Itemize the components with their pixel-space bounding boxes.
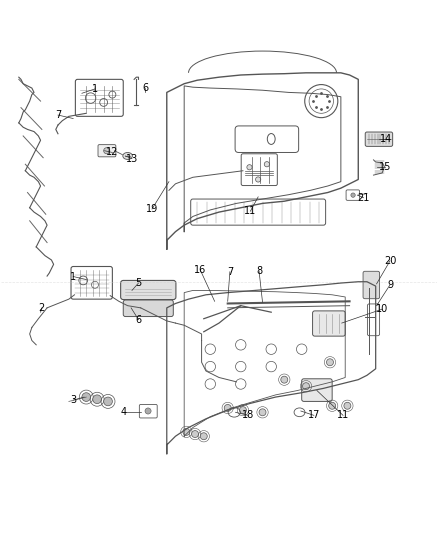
Text: 11: 11 <box>244 206 257 216</box>
Circle shape <box>145 408 151 414</box>
Text: 13: 13 <box>126 154 138 164</box>
Text: 1: 1 <box>92 84 98 94</box>
FancyBboxPatch shape <box>302 379 332 401</box>
Ellipse shape <box>123 152 132 159</box>
FancyBboxPatch shape <box>71 266 113 299</box>
Circle shape <box>224 405 231 411</box>
FancyBboxPatch shape <box>363 271 380 298</box>
Text: 8: 8 <box>256 266 262 276</box>
Text: 15: 15 <box>379 162 392 172</box>
Circle shape <box>259 409 266 416</box>
Text: 3: 3 <box>70 395 76 405</box>
Text: 10: 10 <box>376 304 389 314</box>
FancyBboxPatch shape <box>139 405 157 418</box>
FancyBboxPatch shape <box>235 126 299 152</box>
Text: 11: 11 <box>337 410 349 421</box>
Text: 14: 14 <box>381 134 393 144</box>
Text: 2: 2 <box>39 303 45 313</box>
Circle shape <box>240 407 247 414</box>
FancyBboxPatch shape <box>120 280 176 300</box>
Circle shape <box>191 431 198 438</box>
Text: 7: 7 <box>55 110 61 120</box>
Circle shape <box>344 402 351 409</box>
Text: 4: 4 <box>120 407 126 417</box>
Circle shape <box>104 397 113 406</box>
Circle shape <box>281 376 288 383</box>
Text: 6: 6 <box>135 314 141 325</box>
FancyBboxPatch shape <box>75 79 123 116</box>
Circle shape <box>82 393 91 401</box>
FancyBboxPatch shape <box>313 311 345 336</box>
FancyBboxPatch shape <box>346 190 360 200</box>
Text: 18: 18 <box>242 410 254 421</box>
Text: 5: 5 <box>135 278 141 288</box>
Circle shape <box>351 193 355 197</box>
Text: 21: 21 <box>357 193 370 203</box>
Text: 20: 20 <box>384 256 396 266</box>
FancyBboxPatch shape <box>241 154 277 185</box>
Text: 17: 17 <box>307 410 320 421</box>
Circle shape <box>93 395 102 403</box>
Text: 19: 19 <box>146 204 158 214</box>
Circle shape <box>247 165 252 170</box>
Circle shape <box>326 359 333 366</box>
FancyBboxPatch shape <box>191 199 325 225</box>
Text: 6: 6 <box>142 83 148 93</box>
FancyBboxPatch shape <box>365 132 392 147</box>
Circle shape <box>264 161 269 167</box>
Circle shape <box>183 429 190 435</box>
FancyBboxPatch shape <box>123 300 173 317</box>
Text: 16: 16 <box>194 265 206 275</box>
FancyBboxPatch shape <box>98 144 116 157</box>
Text: 9: 9 <box>387 280 393 290</box>
Circle shape <box>328 402 336 409</box>
Text: 12: 12 <box>106 148 119 157</box>
Circle shape <box>303 383 310 390</box>
Text: 1: 1 <box>70 271 76 281</box>
Circle shape <box>104 148 110 154</box>
Circle shape <box>255 177 261 182</box>
Text: 7: 7 <box>227 266 233 277</box>
Circle shape <box>200 433 207 440</box>
FancyBboxPatch shape <box>367 304 380 336</box>
